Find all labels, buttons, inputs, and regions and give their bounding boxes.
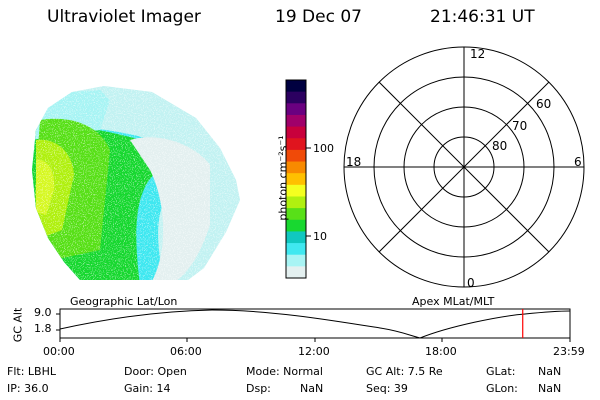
x-tick-2359: 23:59	[553, 345, 585, 358]
colorbar-segment	[286, 114, 306, 128]
x-tick-0600: 06:00	[170, 345, 202, 358]
glat-info: GLat:	[486, 365, 516, 378]
colorbar-segment	[286, 219, 306, 233]
colorbar-segment	[286, 91, 306, 104]
colorbar-tick-100: 100	[313, 142, 334, 155]
mlt-label-12: 12	[470, 47, 486, 61]
colorbar-segment	[286, 126, 306, 139]
time-label: 21:46:31 UT	[430, 7, 535, 27]
mlat-label-80: 80	[492, 139, 508, 153]
apex-label: Apex MLat/MLT	[412, 295, 495, 308]
colorbar-segment	[286, 208, 306, 221]
mlt-label-0: 0	[467, 276, 475, 290]
dsp-value: NaN	[300, 382, 324, 395]
date-label: 19 Dec 07	[275, 7, 362, 27]
glon-value: NaN	[538, 382, 562, 395]
colorbar-tick-10: 10	[313, 230, 327, 243]
alt-tick-9: 9.0	[34, 306, 52, 319]
glon-info: GLon:	[486, 382, 518, 395]
seq-info: Seq: 39	[366, 382, 408, 395]
door-info: Door: Open	[124, 365, 187, 378]
gain-info: Gain: 14	[124, 382, 171, 395]
colorbar-segment	[286, 173, 306, 186]
mlt-label-18: 18	[346, 155, 362, 169]
colorbar-segment	[286, 196, 306, 209]
glat-value: NaN	[538, 365, 562, 378]
colorbar-segment	[286, 243, 306, 256]
colorbar-segment	[286, 138, 306, 151]
gc-alt-info: GC Alt: 7.5 Re	[366, 365, 443, 378]
colorbar-segment	[286, 184, 306, 198]
geographic-label: Geographic Lat/Lon	[70, 295, 178, 308]
x-tick-1200: 12:00	[298, 345, 330, 358]
mlat-label-60: 60	[536, 97, 552, 111]
colorbar-segment	[286, 103, 306, 116]
x-tick-0000: 00:00	[43, 345, 75, 358]
colorbar-segment	[286, 80, 306, 93]
colorbar-segment	[286, 161, 306, 174]
colorbar-segment	[286, 231, 306, 244]
colorbar-segment	[286, 266, 306, 279]
x-tick-1800: 18:00	[425, 345, 457, 358]
mlt-label-6: 6	[574, 155, 582, 169]
mlat-label-70: 70	[512, 119, 528, 133]
filter-info: Flt: LBHL	[7, 365, 56, 378]
mode-info: Mode: Normal	[246, 365, 323, 378]
colorbar-segment	[286, 149, 306, 163]
instrument-title: Ultraviolet Imager	[47, 7, 201, 27]
colorbar-segment	[286, 254, 306, 267]
ip-info: IP: 36.0	[7, 382, 49, 395]
dsp-info: Dsp:	[246, 382, 271, 395]
alt-tick-1.8: 1.8	[34, 322, 52, 335]
